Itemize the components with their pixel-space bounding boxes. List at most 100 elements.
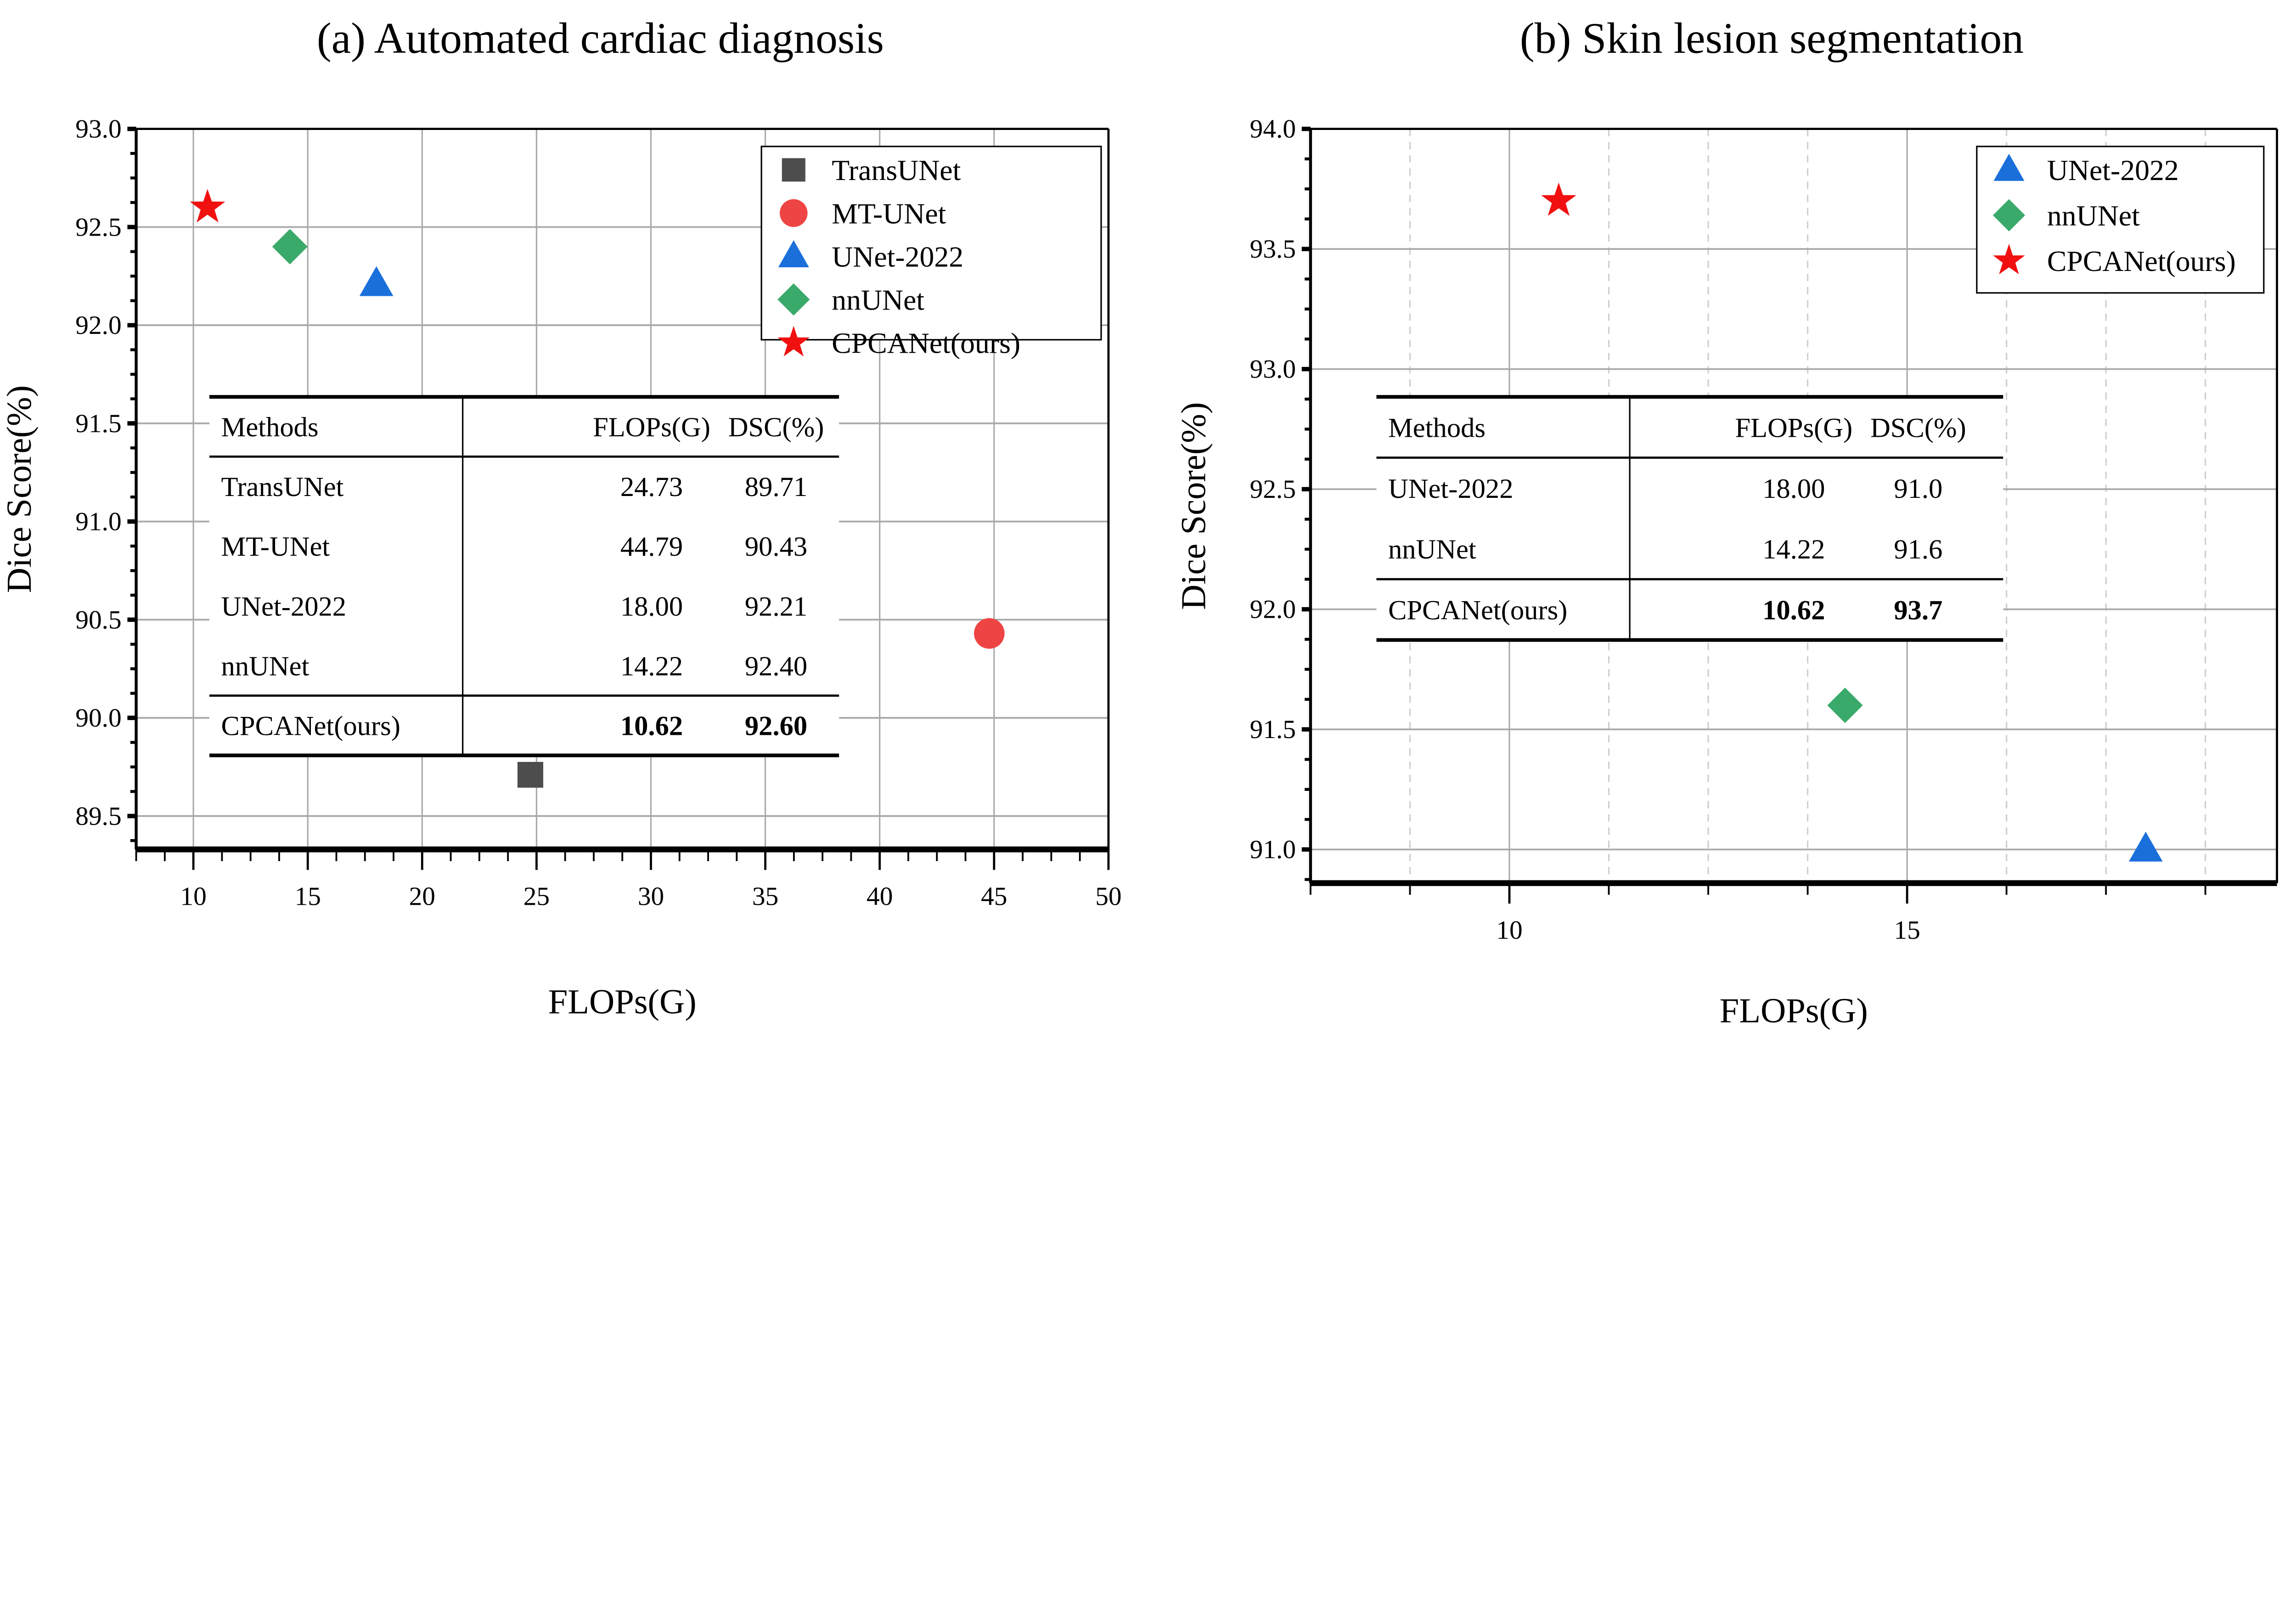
x-axis-label: FLOPs(G): [548, 982, 697, 1021]
y-tick-label: 91.5: [75, 409, 121, 438]
table-cell: CPCANet(ours): [1388, 595, 1567, 626]
table-cell: 24.73: [620, 472, 683, 502]
table-cell: 14.22: [1762, 534, 1825, 565]
legend-entry: CPCANet(ours): [832, 327, 1020, 359]
legend: TransUNet MT-UNet UNet-2022 nnUNet CPCANet(o…: [760, 146, 1102, 359]
table-cell: UNet-2022: [221, 591, 347, 622]
table-cell: UNet-2022: [1388, 474, 1514, 504]
y-tick-label: 93.0: [1250, 355, 1296, 384]
table-header-cell: DSC(%): [1870, 412, 1966, 443]
x-tick-label: 45: [981, 882, 1007, 911]
table-row: CPCANet(ours) 10.62 92.60: [221, 711, 808, 742]
y-tick-label: 93.5: [1250, 235, 1296, 264]
table-row: MT-UNet 44.79 90.43: [221, 531, 808, 562]
x-tick-label: 15: [295, 882, 321, 911]
y-tick-label: 91.5: [1250, 715, 1296, 744]
table-cell: nnUNet: [1388, 534, 1476, 565]
table-cell: 18.00: [1762, 474, 1825, 504]
table-cell: 18.00: [620, 591, 683, 622]
y-tick-label: 92.5: [1250, 475, 1296, 504]
x-tick-label: 25: [523, 882, 550, 911]
table-row: UNet-2022 18.00 92.21: [221, 591, 808, 622]
y-tick-label: 91.0: [75, 507, 121, 536]
data-point-nnunet: [1827, 688, 1863, 723]
table-cell: 91.6: [1894, 534, 1942, 565]
legend-box: [760, 146, 1102, 341]
data-point-cpcanet-ours-: [190, 189, 225, 223]
chart-title: (a) Automated cardiac diagnosis: [317, 14, 884, 62]
x-tick-label: 40: [867, 882, 893, 911]
figure: (a) Automated cardiac diagnosis 10 15 20 25 3…: [0, 14, 2278, 1030]
data-point-unet-2022: [359, 266, 394, 296]
table-cell: 92.40: [745, 651, 807, 682]
legend-star-icon: [777, 326, 810, 356]
table-cell: 92.60: [745, 711, 807, 742]
y-axis-label: Dice Score(%): [1174, 402, 1213, 609]
legend-entry: MT-UNet: [832, 197, 946, 230]
legend: UNet-2022 nnUNet CPCANet(ours): [1976, 146, 2265, 294]
table-cell: 92.21: [745, 591, 807, 622]
table-background: [209, 397, 839, 755]
table-header-cell: DSC(%): [728, 412, 824, 443]
y-tick-label: 93.0: [75, 115, 121, 144]
data-point-mt-unet: [974, 618, 1005, 649]
data-point-unet-2022: [2128, 832, 2163, 862]
table-row: nnUNet 14.22 91.6: [1388, 534, 1942, 565]
legend-entry: UNet-2022: [2047, 154, 2179, 186]
chart-title: (b) Skin lesion segmentation: [1520, 14, 2024, 62]
legend-circle-icon: [780, 199, 808, 227]
legend-entry: CPCANet(ours): [2047, 245, 2236, 277]
chart-b: (b) Skin lesion segmentation 10 15 91.0 91.5…: [1174, 14, 2278, 1030]
x-tick-label: 50: [1095, 882, 1121, 911]
table-header-cell: Methods: [221, 412, 319, 443]
table-row: CPCANet(ours) 10.62 93.7: [1388, 595, 1942, 626]
legend-entry: UNet-2022: [832, 240, 963, 273]
table-row: UNet-2022 18.00 91.0: [1388, 474, 1942, 504]
table-header-cell: FLOPs(G): [593, 412, 710, 443]
legend-star-icon: [1993, 243, 2025, 275]
y-tick-label: 89.5: [75, 802, 121, 831]
legend-square-icon: [782, 158, 805, 182]
legend-entry: nnUNet: [2047, 199, 2140, 232]
table-cell: 14.22: [620, 651, 683, 682]
table-cell: 10.62: [1762, 595, 1825, 626]
y-tick-label: 94.0: [1250, 115, 1296, 144]
x-tick-label: 20: [409, 882, 435, 911]
table-cell: 90.43: [745, 531, 807, 562]
x-axis-label: FLOPs(G): [1720, 991, 1868, 1030]
table-cell: nnUNet: [221, 651, 310, 682]
x-tick-label: 10: [180, 882, 206, 911]
y-tick-label: 90.5: [75, 605, 121, 634]
data-point-nnunet: [272, 229, 308, 265]
legend-box: [1976, 146, 2265, 294]
y-tick-label: 91.0: [1250, 835, 1296, 864]
y-axis-label: Dice Score(%): [0, 385, 39, 593]
table-row: nnUNet 14.22 92.40: [221, 651, 808, 682]
table-cell: 44.79: [620, 531, 683, 562]
table-row: TransUNet 24.73 89.71: [221, 472, 808, 502]
table-cell: MT-UNet: [221, 531, 330, 562]
table-background: [1376, 397, 2003, 640]
table-cell: 89.71: [745, 472, 807, 502]
legend-entry: TransUNet: [832, 154, 961, 186]
table-cell: 93.7: [1894, 595, 1942, 626]
x-tick-label: 30: [638, 882, 664, 911]
table-cell: 10.62: [620, 711, 683, 742]
x-tick-label: 10: [1496, 916, 1522, 945]
table-cell: 91.0: [1894, 474, 1942, 504]
y-tick-label: 92.5: [75, 213, 121, 242]
data-point-cpcanet-ours-: [1541, 182, 1576, 216]
x-tick-label: 15: [1894, 916, 1920, 945]
data-point-transunet: [517, 761, 544, 788]
results-table: Methods FLOPs(G) DSC(%) TransUNet 24.73 89.71…: [209, 395, 839, 757]
legend-triangle-icon: [1993, 153, 2025, 181]
results-table: Methods FLOPs(G) DSC(%) UNet-2022 18.00 91.0 n…: [1376, 395, 2003, 642]
table-header-cell: FLOPs(G): [1735, 412, 1852, 443]
legend-entry: nnUNet: [832, 283, 924, 316]
table-header-cell: Methods: [1388, 412, 1486, 443]
chart-a: (a) Automated cardiac diagnosis 10 15 20 25 3…: [0, 14, 1122, 1021]
x-tick-label: 35: [752, 882, 778, 911]
y-tick-label: 90.0: [75, 704, 121, 733]
legend-triangle-icon: [778, 240, 809, 267]
y-tick-label: 92.0: [75, 311, 121, 340]
